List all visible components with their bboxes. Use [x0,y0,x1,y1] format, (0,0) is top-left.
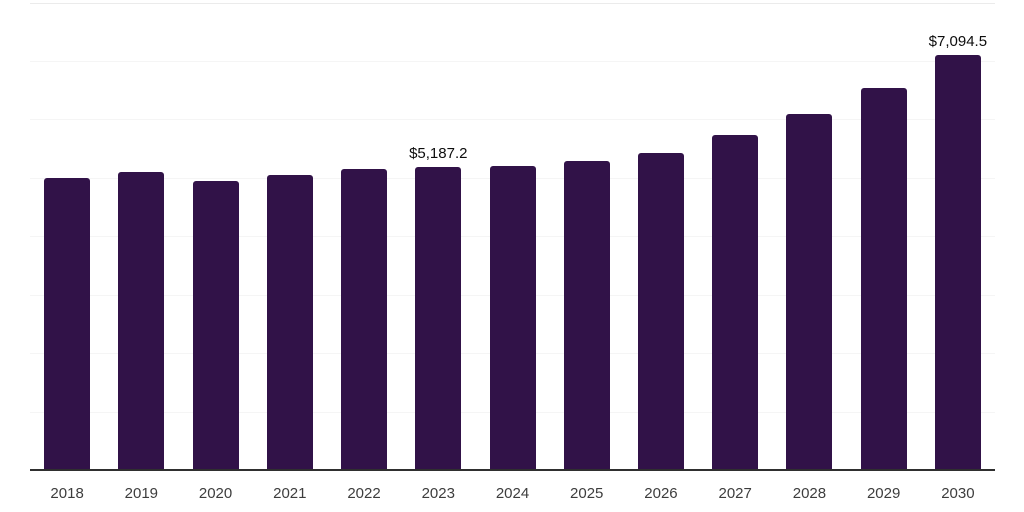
x-tick-label-2029: 2029 [866,485,901,502]
bar-2019 [118,171,165,470]
bar-value-label-2023: $5,187.2 [409,144,468,162]
x-tick-label-2027: 2027 [718,485,752,502]
bar-value-label-2030: $7,094.5 [928,33,988,51]
bar-2024 [489,165,536,470]
x-tick-label-2020: 2020 [198,485,233,502]
x-tick-label-2018: 2018 [50,485,84,502]
bar-2023 [415,166,462,470]
bar-2022 [341,169,388,470]
gridline [30,119,995,121]
bar-2018 [44,177,91,470]
bar-2021 [266,174,313,470]
bar-2029 [860,87,907,470]
bar-2025 [563,160,610,470]
bar-2028 [786,113,833,470]
x-tick-label-2025: 2025 [570,485,604,502]
bar-2027 [712,135,759,470]
x-tick-label-2030: 2030 [941,485,975,502]
gridline [30,2,995,4]
bar-2026 [637,152,684,470]
x-axis-line [30,469,995,471]
x-tick-label-2028: 2028 [792,485,827,502]
bar-2020 [192,180,239,470]
x-tick-label-2023: 2023 [421,485,455,502]
x-tick-label-2021: 2021 [273,485,307,502]
x-tick-label-2022: 2022 [347,485,381,502]
bar-2030 [934,55,981,470]
x-tick-label-2019: 2019 [124,485,159,502]
x-tick-label-2026: 2026 [644,485,678,502]
x-tick-label-2024: 2024 [495,485,530,502]
gridline [30,60,995,62]
